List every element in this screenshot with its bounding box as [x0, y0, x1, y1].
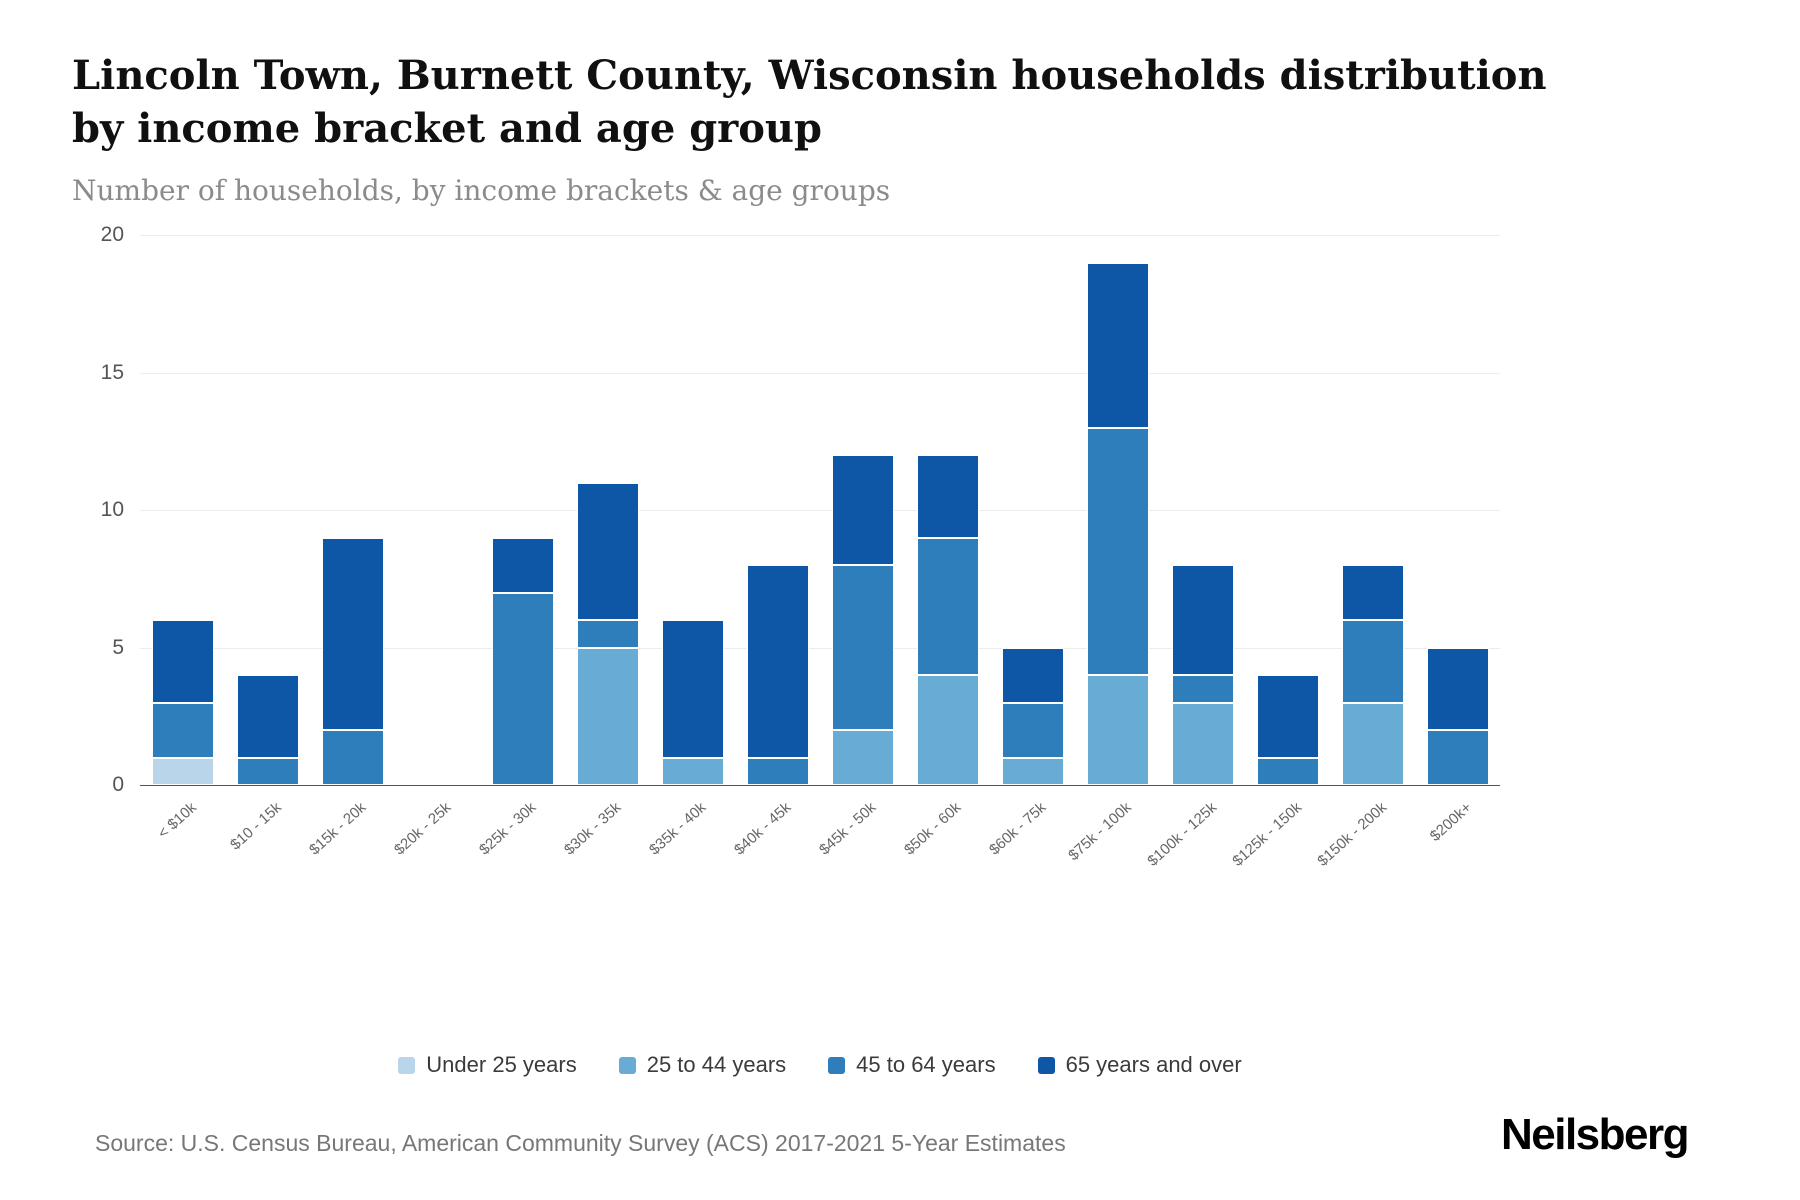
- source-note: Source: U.S. Census Bureau, American Com…: [95, 1130, 1066, 1156]
- plot-area: 0 5 10 15 20 < $10k $10 - 15k $15k - 20k $20k - …: [101, 223, 1500, 870]
- bar-segment: [746, 757, 809, 785]
- bar-segment: [1341, 620, 1404, 703]
- x-axis-tick-label: $20k - 25k: [391, 799, 455, 859]
- bar-segment: [151, 757, 214, 785]
- legend-swatch-icon: [828, 1056, 846, 1074]
- chart-subtitle: Number of households, by income brackets…: [72, 174, 891, 207]
- y-axis-tick-label: 10: [100, 498, 124, 521]
- bar-segment: [491, 537, 554, 593]
- legend-swatch-icon: [398, 1056, 416, 1074]
- x-axis-tick-label: $30k - 35k: [561, 799, 625, 859]
- bar-segment: [576, 647, 639, 785]
- bar-segment: [151, 702, 214, 758]
- y-axis-tick-label: 5: [112, 635, 124, 659]
- bar-segment: [576, 482, 639, 620]
- bar-segment: [916, 675, 979, 785]
- bar-segment: [321, 537, 384, 730]
- gridline: [140, 235, 1500, 236]
- legend-item[interactable]: 25 to 44 years: [618, 1052, 787, 1078]
- legend-item[interactable]: 65 years and over: [1037, 1052, 1242, 1078]
- bar-segment: [1001, 702, 1064, 758]
- legend-label: 45 to 64 years: [856, 1052, 996, 1077]
- bar-segment: [1086, 427, 1149, 675]
- bar-segment: [1341, 702, 1404, 785]
- bar-segment: [746, 565, 809, 758]
- bar-segment: [151, 620, 214, 703]
- bar-segment: [1086, 262, 1149, 428]
- x-axis-tick-label: < $10k: [154, 799, 200, 843]
- bar-segment: [236, 675, 299, 758]
- legend-label: 25 to 44 years: [646, 1052, 787, 1077]
- x-axis-tick-label: $50k - 60k: [901, 799, 965, 859]
- x-axis-line: [140, 785, 1500, 786]
- bar-segment: [831, 455, 894, 565]
- bar-segment: [236, 757, 299, 785]
- bar-segment: [1171, 675, 1234, 703]
- page-title: Lincoln Town, Burnett County, Wisconsin …: [72, 52, 1547, 152]
- y-axis-tick-label: 20: [100, 223, 124, 246]
- y-axis-tick-label: 15: [100, 360, 124, 384]
- x-axis-tick-label: $100k - 125k: [1144, 799, 1220, 870]
- bar-segment: [661, 757, 724, 785]
- legend-label: Under 25 years: [426, 1052, 577, 1077]
- x-axis-tick-label: $35k - 40k: [646, 799, 710, 859]
- x-axis-tick-label: $10 - 15k: [227, 799, 285, 854]
- x-axis-tick-label: $45k - 50k: [816, 799, 880, 859]
- legend-swatch-icon: [618, 1056, 636, 1074]
- bar-segment: [1256, 675, 1319, 758]
- legend-item[interactable]: Under 25 years: [398, 1052, 577, 1078]
- bar-segment: [1171, 702, 1234, 785]
- bar-segment: [661, 620, 724, 758]
- bar-segment: [1001, 647, 1064, 703]
- x-axis-tick-label: $150k - 200k: [1314, 799, 1390, 870]
- bar-segment: [1426, 647, 1489, 730]
- x-axis-tick-label: $40k - 45k: [731, 799, 795, 859]
- x-axis-tick-label: $25k - 30k: [476, 799, 540, 859]
- x-axis-tick-label: $15k - 20k: [306, 799, 370, 859]
- legend-swatch-icon: [1037, 1056, 1055, 1074]
- gridline: [140, 647, 1500, 649]
- legend-label: 65 years and over: [1065, 1052, 1242, 1077]
- bar-segment: [916, 537, 979, 675]
- bar-segment: [831, 565, 894, 730]
- bar-segment: [1341, 565, 1404, 620]
- chart-legend: Under 25 years 25 to 44 years 45 to 64 yea…: [140, 1052, 1500, 1078]
- bar-segment: [1171, 565, 1234, 675]
- bar-segment: [1086, 675, 1149, 785]
- y-axis-tick-label: 0: [112, 773, 124, 796]
- x-axis-tick-label: $200k+: [1426, 799, 1475, 845]
- bar-segment: [1426, 730, 1489, 785]
- neilsberg-logo: Neilsberg: [1500, 1110, 1690, 1159]
- x-axis-tick-label: $60k - 75k: [986, 799, 1050, 859]
- bar-segment: [1256, 757, 1319, 785]
- legend-item[interactable]: 45 to 64 years: [828, 1052, 996, 1078]
- gridline: [140, 510, 1500, 511]
- gridline: [140, 372, 1500, 374]
- x-axis-tick-label: $125k - 150k: [1229, 799, 1305, 870]
- bar-segment: [491, 592, 554, 785]
- bar-segment: [831, 730, 894, 785]
- bar-segment: [321, 730, 384, 785]
- bar-segment: [1001, 757, 1064, 785]
- bar-segment: [576, 620, 639, 648]
- x-axis-tick-label: $75k - 100k: [1065, 799, 1135, 865]
- bar-segment: [916, 455, 979, 538]
